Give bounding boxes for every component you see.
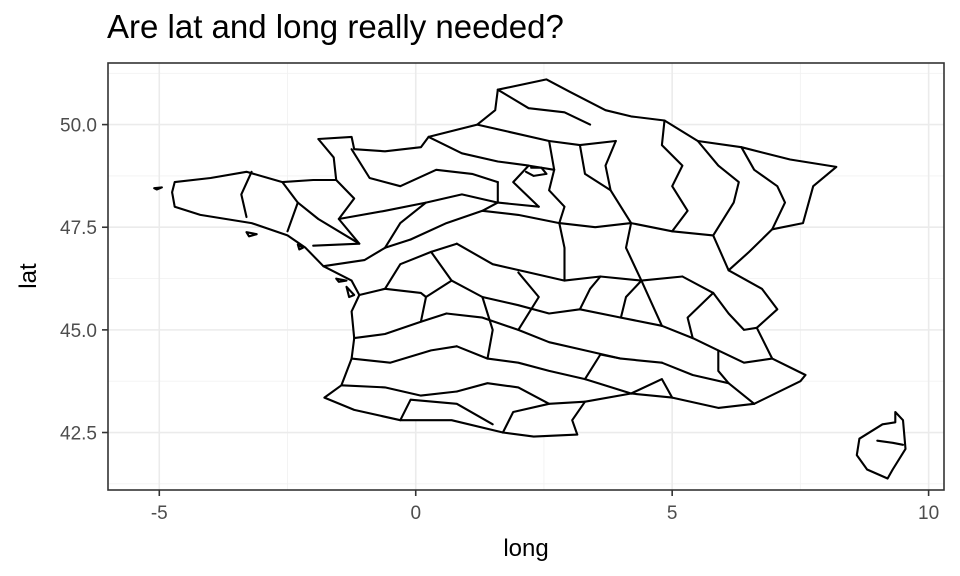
department-border bbox=[455, 345, 633, 395]
y-axis-title: lat bbox=[15, 263, 42, 289]
department-border bbox=[548, 139, 566, 282]
department-regions bbox=[153, 78, 907, 480]
island-outline bbox=[153, 186, 163, 191]
department-border bbox=[496, 88, 592, 126]
department-border bbox=[481, 295, 494, 360]
department-border bbox=[583, 353, 622, 381]
island-outline bbox=[335, 277, 348, 283]
x-tick-label: 0 bbox=[410, 503, 421, 524]
y-axis: 42.5 45.0 47.5 50.0 bbox=[60, 116, 108, 445]
department-border bbox=[517, 271, 540, 331]
department-border bbox=[430, 250, 663, 327]
department-border bbox=[578, 144, 612, 192]
department-border bbox=[340, 384, 458, 397]
x-axis-title: long bbox=[503, 535, 548, 562]
department-border bbox=[481, 181, 499, 212]
department-border bbox=[578, 275, 602, 311]
department-border bbox=[383, 201, 428, 249]
department-border bbox=[717, 349, 730, 385]
department-border bbox=[296, 201, 361, 245]
department-border bbox=[681, 275, 758, 331]
department-border bbox=[524, 166, 548, 177]
department-border bbox=[240, 170, 253, 219]
department-border bbox=[512, 164, 540, 208]
department-border bbox=[322, 238, 412, 268]
plot-title: Are lat and long really needed? bbox=[107, 8, 564, 45]
department-border bbox=[686, 291, 715, 340]
x-tick-label: -5 bbox=[151, 503, 168, 524]
department-border bbox=[501, 400, 587, 434]
x-tick-label: 10 bbox=[918, 503, 939, 524]
y-tick-label: 45.0 bbox=[60, 321, 97, 342]
y-tick-label: 50.0 bbox=[60, 116, 97, 137]
department-border bbox=[619, 279, 643, 319]
department-border bbox=[350, 148, 499, 188]
department-border bbox=[350, 345, 458, 364]
panel-border bbox=[107, 62, 945, 491]
department-border bbox=[383, 287, 428, 299]
department-border bbox=[660, 361, 756, 405]
department-border bbox=[399, 398, 494, 426]
x-tick-label: 5 bbox=[667, 503, 678, 524]
department-border bbox=[358, 242, 458, 297]
department-border bbox=[876, 439, 905, 446]
department-border bbox=[353, 312, 448, 340]
department-border bbox=[630, 378, 674, 399]
mainland-outline bbox=[171, 78, 838, 438]
island-outline bbox=[296, 243, 304, 251]
y-tick-label: 47.5 bbox=[60, 218, 97, 239]
y-tick-label: 42.5 bbox=[60, 424, 97, 445]
island-outline bbox=[345, 285, 356, 299]
department-border bbox=[696, 139, 740, 272]
x-axis: -5 0 5 10 bbox=[151, 490, 939, 524]
island-outline bbox=[245, 231, 258, 238]
corsica-outline bbox=[855, 410, 907, 480]
department-border bbox=[455, 382, 551, 405]
department-border bbox=[740, 146, 787, 231]
department-border bbox=[337, 193, 540, 221]
department-border bbox=[660, 119, 689, 233]
